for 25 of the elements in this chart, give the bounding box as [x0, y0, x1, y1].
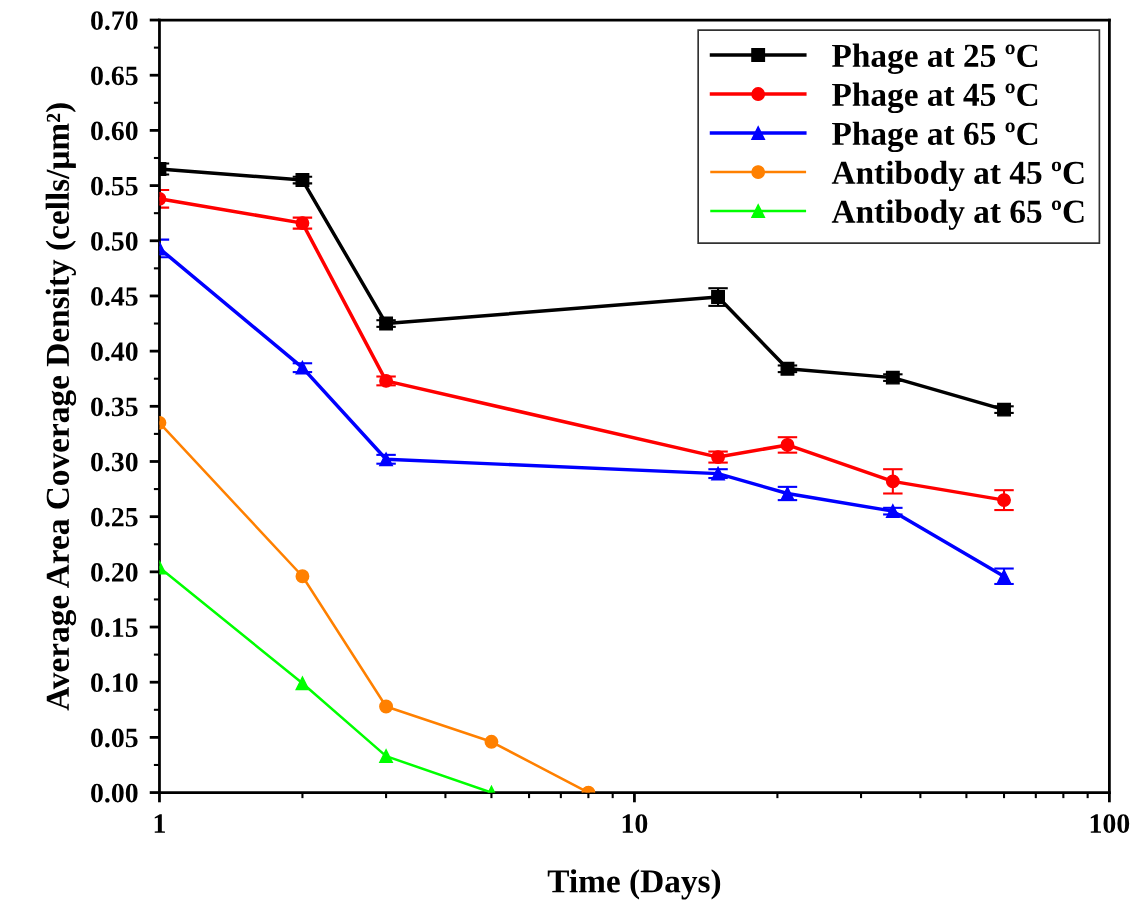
y-tick-label: 0.50 [91, 231, 138, 251]
y-tick-label: 0.30 [91, 452, 138, 472]
y-tick-label: 0.20 [91, 563, 138, 582]
legend-label: Phage at 25 ºC [832, 43, 1038, 75]
y-tick-label: 0.60 [91, 121, 138, 141]
y-tick-label: 0.65 [91, 66, 138, 86]
y-tick-label: 0.05 [91, 728, 138, 748]
y-tick-label: 0.25 [91, 507, 138, 527]
y-tick-label: 0.45 [91, 287, 138, 306]
x-tick-label: 100 [1090, 814, 1130, 833]
y-axis-title: Average Area Coverage Density (cells/μm²) [45, 103, 77, 711]
x-tick-label: 1 [154, 814, 165, 833]
legend-label: Antibody at 45 ºC [831, 160, 1084, 191]
y-tick-label: 0.55 [91, 176, 138, 196]
y-tick-label: 0.00 [91, 783, 138, 803]
y-tick-label: 0.70 [91, 11, 138, 31]
y-tick-label: 0.15 [91, 618, 138, 638]
x-axis-title: Time (Days) [547, 869, 721, 900]
y-tick-label: 0.35 [91, 397, 138, 417]
x-tick-label: 10 [622, 814, 648, 833]
y-tick-label: 0.10 [91, 673, 138, 693]
legend-label: Phage at 45 ºC [832, 82, 1038, 114]
legend-label: Antibody at 65 ºC [831, 199, 1084, 230]
y-tick-label: 0.40 [91, 342, 138, 362]
legend-label: Phage at 65 ºC [832, 121, 1038, 153]
